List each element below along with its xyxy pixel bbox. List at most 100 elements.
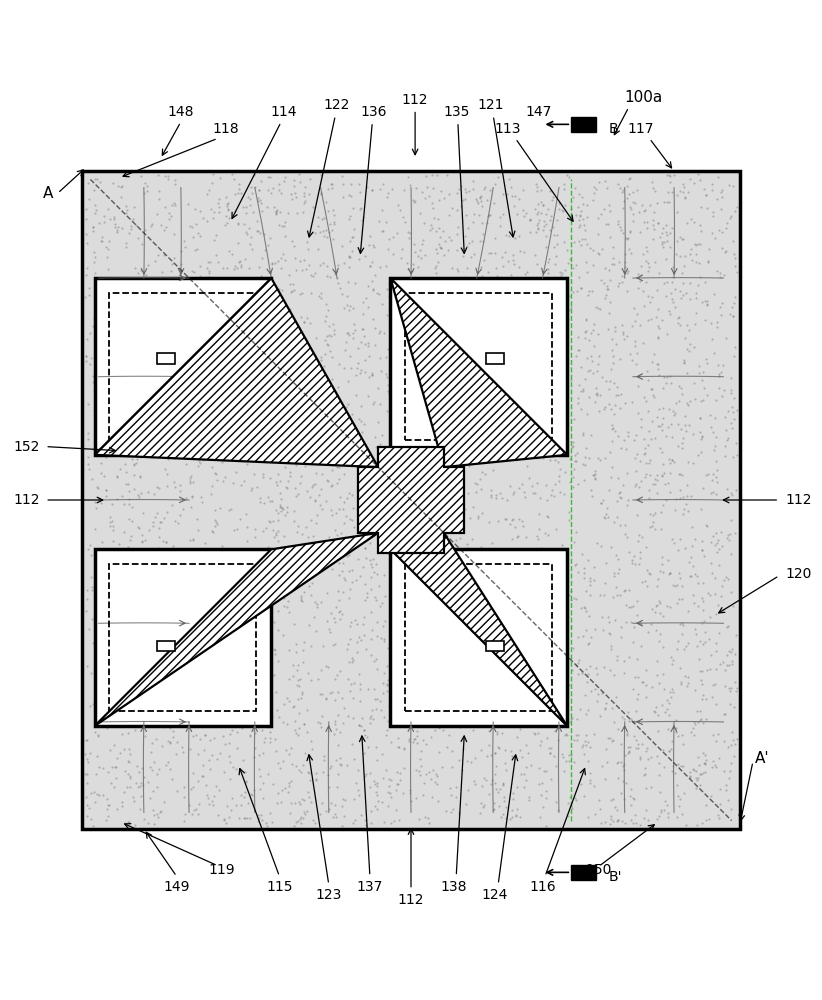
Point	[149, 389, 162, 405]
Point	[452, 806, 465, 822]
Point	[344, 683, 357, 699]
Point	[255, 572, 268, 588]
Point	[699, 756, 712, 772]
Point	[366, 551, 379, 567]
Point	[536, 222, 549, 238]
Point	[373, 537, 386, 553]
Point	[675, 290, 688, 306]
Point	[159, 446, 173, 462]
Point	[90, 621, 104, 637]
Point	[118, 496, 131, 512]
Point	[624, 788, 637, 804]
Point	[695, 294, 709, 310]
Point	[97, 356, 110, 372]
Point	[647, 180, 660, 196]
Point	[207, 715, 220, 731]
Point	[233, 638, 246, 654]
Point	[498, 244, 511, 260]
Point	[206, 210, 219, 226]
Point	[588, 559, 601, 575]
Point	[556, 398, 570, 414]
Point	[106, 697, 119, 713]
Point	[699, 634, 712, 650]
Point	[684, 764, 697, 780]
Point	[253, 761, 266, 777]
Point	[154, 804, 167, 820]
Point	[514, 243, 527, 259]
Text: 100a: 100a	[625, 90, 663, 105]
Point	[581, 666, 594, 682]
Point	[292, 691, 305, 707]
Point	[320, 268, 333, 284]
Point	[404, 687, 417, 703]
Point	[292, 813, 305, 829]
Point	[575, 203, 588, 219]
Point	[87, 311, 100, 327]
Point	[478, 357, 491, 373]
Point	[723, 532, 736, 548]
Point	[457, 691, 470, 707]
Point	[675, 421, 688, 437]
Point	[229, 690, 242, 706]
Point	[435, 183, 448, 199]
Point	[192, 225, 205, 241]
Point	[487, 802, 500, 818]
Point	[637, 214, 650, 230]
Point	[580, 209, 593, 225]
Point	[413, 205, 426, 221]
Point	[543, 324, 556, 340]
Point	[644, 431, 658, 447]
Point	[256, 466, 270, 482]
Point	[306, 477, 319, 493]
Point	[160, 417, 173, 433]
Point	[612, 754, 625, 770]
Point	[394, 202, 407, 218]
Point	[302, 529, 315, 545]
Point	[623, 170, 636, 186]
Point	[231, 620, 244, 636]
Point	[118, 524, 131, 540]
Point	[623, 744, 636, 760]
Point	[658, 369, 671, 385]
Point	[410, 180, 423, 196]
Point	[266, 544, 279, 560]
Point	[376, 524, 390, 540]
Point	[643, 259, 656, 275]
Point	[286, 559, 299, 575]
Point	[139, 383, 152, 399]
Point	[689, 316, 702, 332]
Point	[324, 393, 337, 409]
Point	[515, 685, 528, 701]
Point	[298, 745, 312, 761]
Point	[97, 680, 110, 696]
Point	[638, 203, 651, 219]
Point	[215, 291, 229, 307]
Point	[88, 784, 101, 800]
Point	[575, 237, 588, 253]
Point	[417, 232, 430, 248]
Point	[620, 727, 633, 743]
Point	[127, 457, 140, 473]
Point	[441, 309, 455, 325]
Point	[691, 575, 704, 591]
Point	[321, 203, 335, 219]
Point	[143, 714, 156, 730]
Point	[713, 299, 726, 315]
Point	[103, 656, 116, 672]
Point	[510, 290, 523, 306]
Text: 124: 124	[482, 888, 508, 902]
Point	[274, 386, 287, 402]
Point	[491, 649, 504, 665]
Point	[640, 239, 653, 255]
Point	[709, 469, 722, 485]
Point	[681, 675, 695, 691]
Point	[316, 764, 330, 780]
Point	[523, 277, 536, 293]
Point	[483, 568, 496, 584]
Point	[666, 733, 679, 749]
Point	[233, 254, 246, 270]
Point	[205, 486, 218, 502]
Point	[414, 528, 427, 544]
Point	[86, 818, 99, 834]
Point	[162, 171, 175, 187]
